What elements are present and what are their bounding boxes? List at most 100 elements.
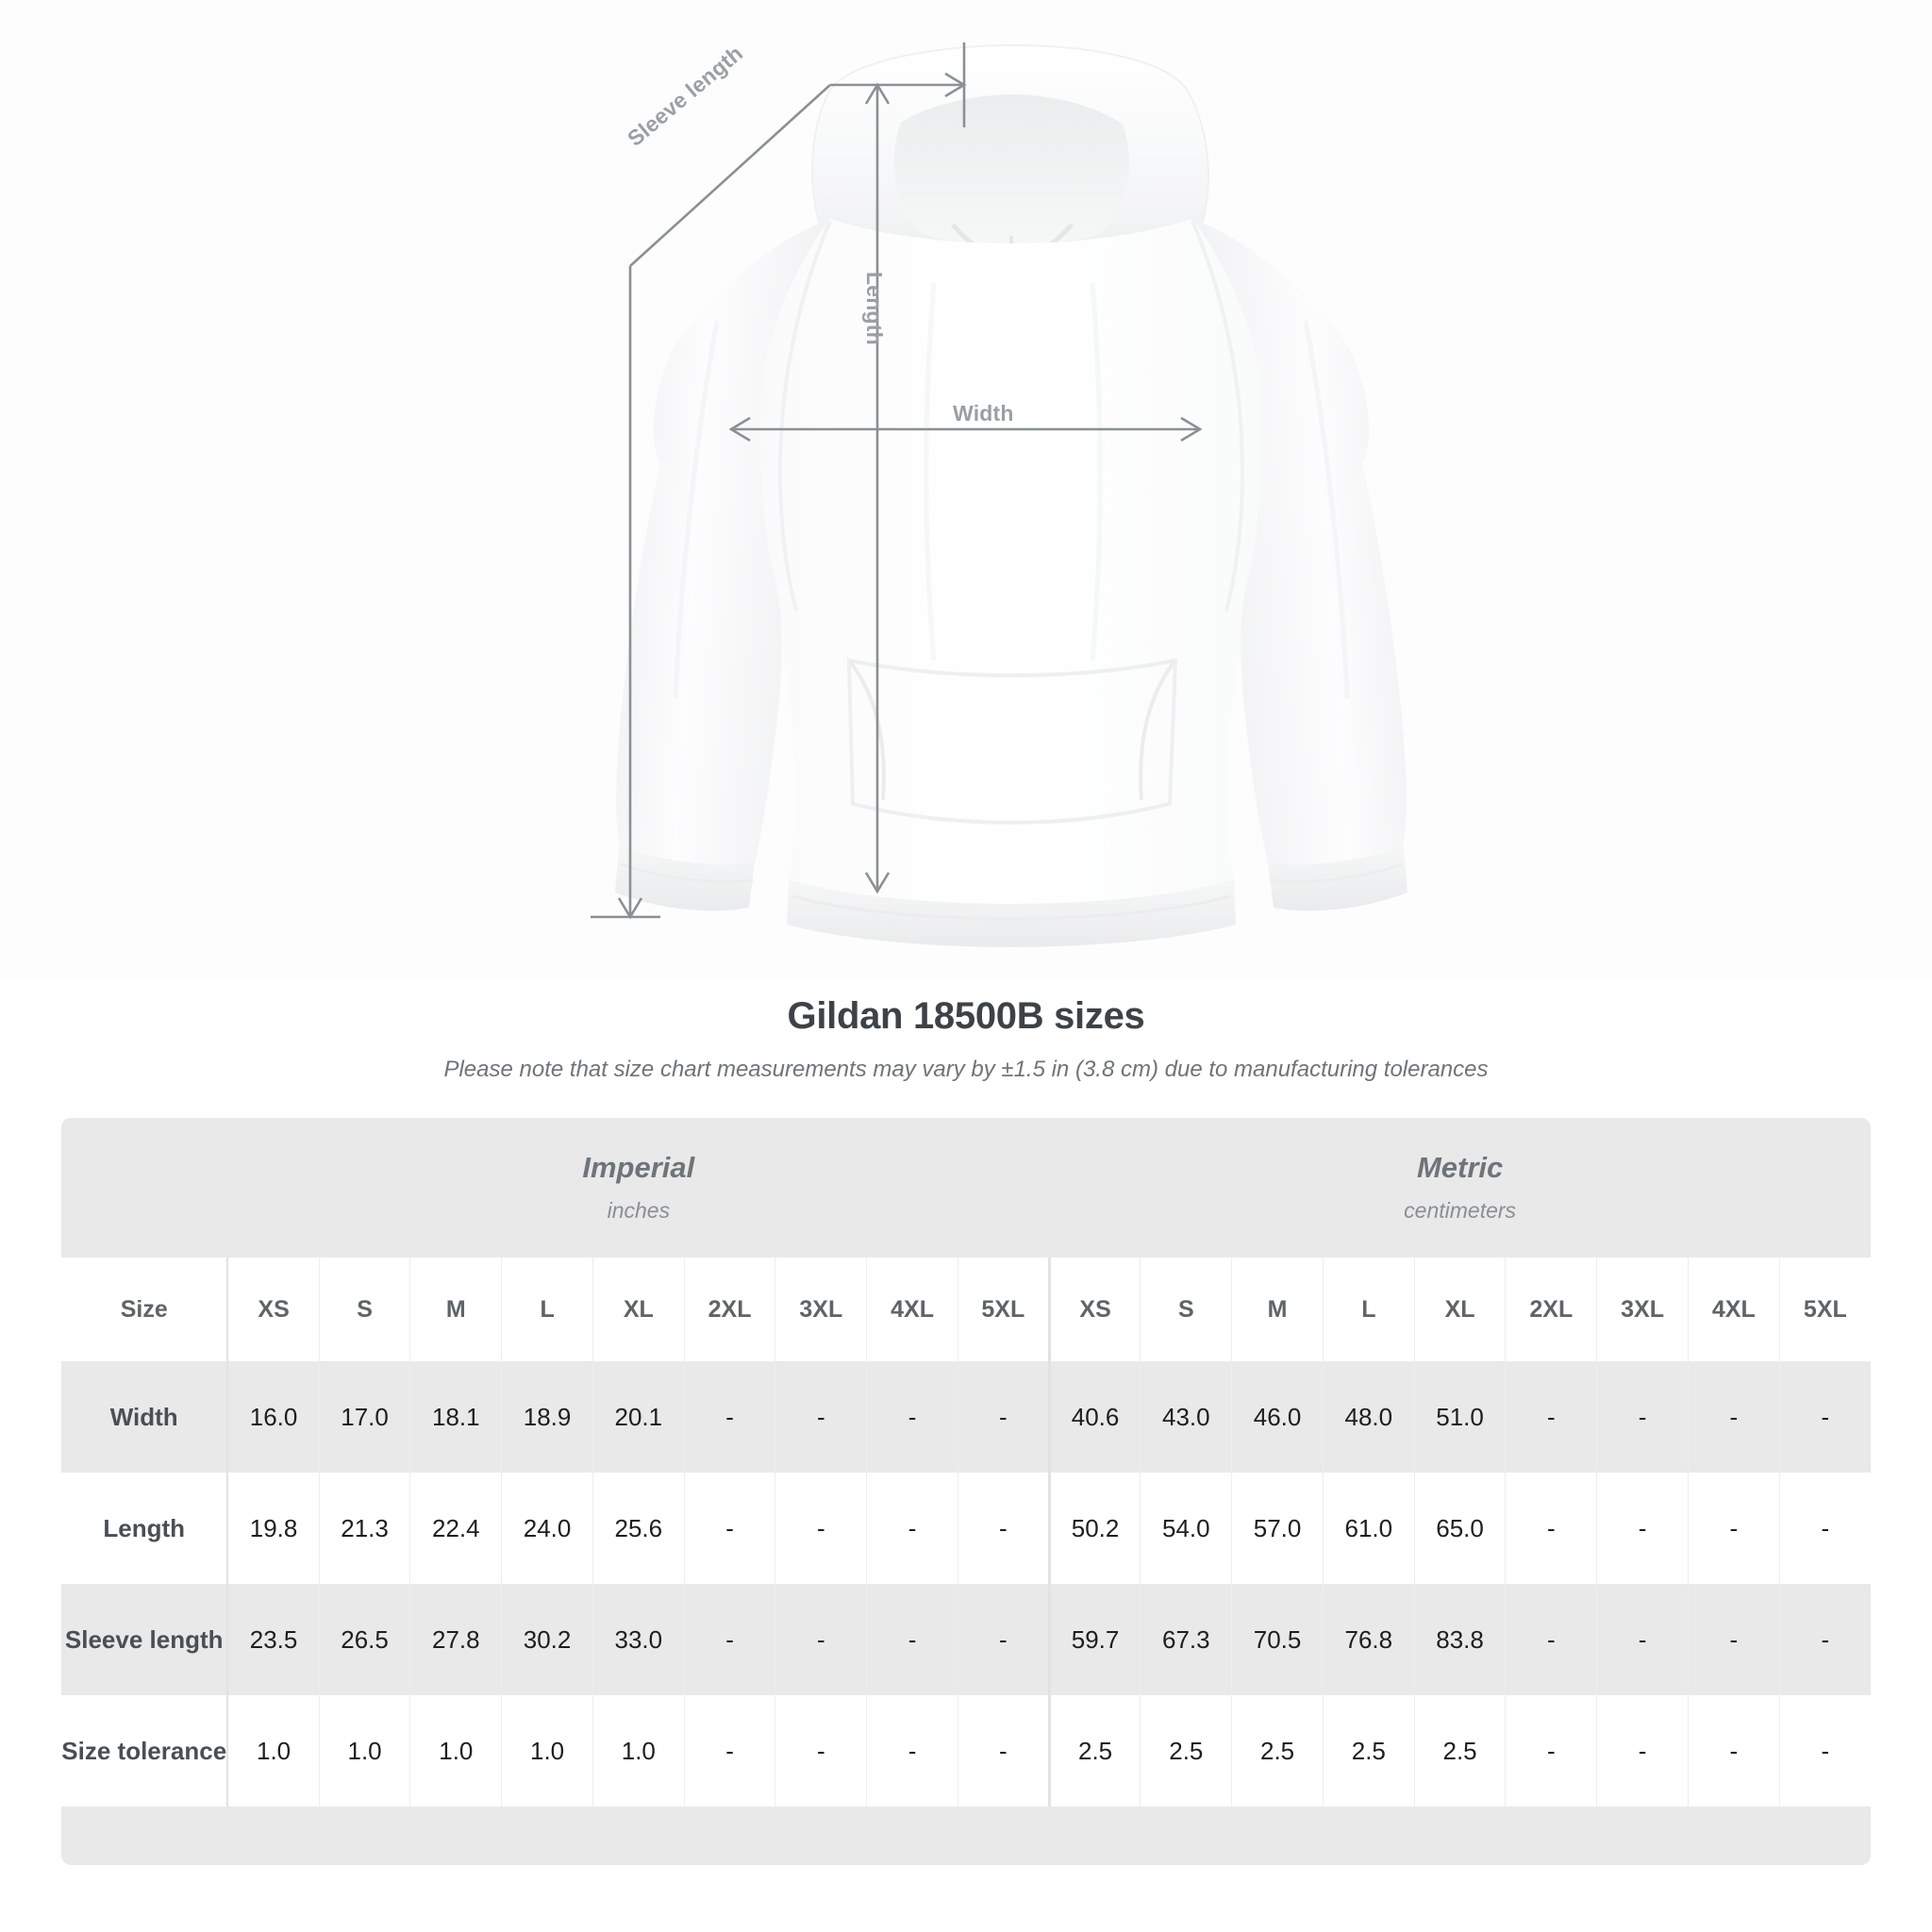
cell-sleeve-length-metric-4xl: - bbox=[1688, 1584, 1780, 1695]
cell-width-imperial-5xl: - bbox=[958, 1361, 1051, 1473]
cell-width-imperial-xl: 20.1 bbox=[592, 1361, 685, 1473]
row-label-sleeve-length: Sleeve length bbox=[61, 1584, 229, 1695]
cell-length-imperial-5xl: - bbox=[958, 1473, 1051, 1584]
size-header-cell-imperial-s: S bbox=[319, 1257, 411, 1361]
unit-header-metric: Metric centimeters bbox=[1049, 1118, 1871, 1257]
cell-sleeve-length-metric-m: 70.5 bbox=[1231, 1584, 1324, 1695]
cell-width-metric-l: 48.0 bbox=[1323, 1361, 1415, 1473]
cell-width-metric-4xl: - bbox=[1688, 1361, 1780, 1473]
cell-length-imperial-m: 22.4 bbox=[409, 1473, 503, 1584]
cell-width-metric-xs: 40.6 bbox=[1049, 1361, 1141, 1473]
page-subtitle: Please note that size chart measurements… bbox=[443, 1057, 1489, 1082]
cell-width-metric-m: 46.0 bbox=[1231, 1361, 1324, 1473]
garment-diagram: Sleeve length Length Width bbox=[591, 41, 1407, 947]
cell-sleeve-length-metric-xl: 83.8 bbox=[1414, 1584, 1507, 1695]
table-footer-cell bbox=[61, 1807, 1871, 1865]
table-footer-band bbox=[61, 1807, 1871, 1865]
size-header-cell-metric-l: L bbox=[1323, 1257, 1415, 1361]
cell-length-imperial-xs: 19.8 bbox=[227, 1473, 320, 1584]
cell-length-metric-5xl: - bbox=[1779, 1473, 1871, 1584]
size-chart-table: Imperial inches Metric centimeters Size XS S M L… bbox=[61, 1118, 1871, 1865]
cell-sleeve-length-imperial-s: 26.5 bbox=[319, 1584, 411, 1695]
cell-size-tolerance-metric-xs: 2.5 bbox=[1049, 1695, 1141, 1807]
cell-sleeve-length-metric-3xl: - bbox=[1596, 1584, 1689, 1695]
cell-length-metric-xs: 50.2 bbox=[1049, 1473, 1141, 1584]
cell-length-imperial-4xl: - bbox=[866, 1473, 958, 1584]
cell-length-metric-l: 61.0 bbox=[1323, 1473, 1415, 1584]
cell-width-metric-3xl: - bbox=[1596, 1361, 1689, 1473]
size-header-cell-imperial-xs: XS bbox=[227, 1257, 320, 1361]
size-header-cell-imperial-xl: XL bbox=[592, 1257, 685, 1361]
unit-header-imperial: Imperial inches bbox=[227, 1118, 1050, 1257]
title-block: Gildan 18500B sizes Please note that siz… bbox=[0, 995, 1932, 1083]
cell-sleeve-length-metric-l: 76.8 bbox=[1323, 1584, 1415, 1695]
size-header-row: Size XS S M L XL 2XL 3XL 4XL 5XL XS S M L XL 2XL 3XL 4XL 5… bbox=[61, 1257, 1871, 1361]
table-row: Sleeve length 23.5 26.5 27.8 30.2 33.0- - - -59.… bbox=[61, 1584, 1871, 1695]
cell-length-metric-4xl: - bbox=[1688, 1473, 1780, 1584]
table-row: Width 16.0 17.0 18.1 18.9 20.1- - - -40.6 43.0 46.… bbox=[61, 1361, 1871, 1473]
cell-length-metric-xl: 65.0 bbox=[1414, 1473, 1507, 1584]
cell-width-metric-s: 43.0 bbox=[1140, 1361, 1233, 1473]
length-label: Length bbox=[862, 272, 887, 345]
cell-size-tolerance-metric-5xl: - bbox=[1779, 1695, 1871, 1807]
cell-size-tolerance-imperial-l: 1.0 bbox=[501, 1695, 593, 1807]
cell-size-tolerance-metric-m: 2.5 bbox=[1231, 1695, 1324, 1807]
cell-width-imperial-m: 18.1 bbox=[409, 1361, 503, 1473]
size-header-cell-imperial-3xl: 3XL bbox=[774, 1257, 868, 1361]
cell-size-tolerance-imperial-xs: 1.0 bbox=[227, 1695, 320, 1807]
unit-header-spacer bbox=[61, 1118, 228, 1257]
cell-size-tolerance-metric-3xl: - bbox=[1596, 1695, 1689, 1807]
size-header-cell-metric-xl: XL bbox=[1414, 1257, 1507, 1361]
cell-width-imperial-l: 18.9 bbox=[501, 1361, 593, 1473]
cell-width-imperial-s: 17.0 bbox=[319, 1361, 411, 1473]
row-label-width: Width bbox=[61, 1361, 229, 1473]
unit-header-row: Imperial inches Metric centimeters bbox=[61, 1118, 1871, 1257]
cell-length-imperial-3xl: - bbox=[774, 1473, 868, 1584]
cell-sleeve-length-imperial-l: 30.2 bbox=[501, 1584, 593, 1695]
size-header-cell-metric-2xl: 2XL bbox=[1505, 1257, 1598, 1361]
cell-size-tolerance-metric-l: 2.5 bbox=[1323, 1695, 1415, 1807]
size-header-cell-metric-3xl: 3XL bbox=[1596, 1257, 1689, 1361]
cell-length-metric-m: 57.0 bbox=[1231, 1473, 1324, 1584]
cell-size-tolerance-imperial-2xl: - bbox=[684, 1695, 776, 1807]
row-label-size-tolerance: Size tolerance bbox=[61, 1695, 229, 1807]
size-header-label: Size bbox=[61, 1257, 229, 1361]
cell-length-imperial-s: 21.3 bbox=[319, 1473, 411, 1584]
cell-length-metric-2xl: - bbox=[1505, 1473, 1598, 1584]
width-label: Width bbox=[953, 401, 1014, 425]
size-header-cell-imperial-m: M bbox=[409, 1257, 503, 1361]
cell-sleeve-length-metric-2xl: - bbox=[1505, 1584, 1598, 1695]
size-header-cell-imperial-2xl: 2XL bbox=[684, 1257, 776, 1361]
size-header-cell-metric-m: M bbox=[1231, 1257, 1324, 1361]
cell-sleeve-length-imperial-xl: 33.0 bbox=[592, 1584, 685, 1695]
cell-sleeve-length-imperial-2xl: - bbox=[684, 1584, 776, 1695]
cell-size-tolerance-imperial-3xl: - bbox=[774, 1695, 868, 1807]
cell-length-imperial-xl: 25.6 bbox=[592, 1473, 685, 1584]
cell-width-metric-5xl: - bbox=[1779, 1361, 1871, 1473]
size-header-cell-metric-xs: XS bbox=[1049, 1257, 1141, 1361]
cell-size-tolerance-imperial-s: 1.0 bbox=[319, 1695, 411, 1807]
cell-width-metric-2xl: - bbox=[1505, 1361, 1598, 1473]
page-title: Gildan 18500B sizes bbox=[787, 995, 1145, 1037]
cell-length-imperial-l: 24.0 bbox=[501, 1473, 593, 1584]
size-header-cell-metric-5xl: 5XL bbox=[1779, 1257, 1871, 1361]
size-header-cell-imperial-4xl: 4XL bbox=[866, 1257, 958, 1361]
hoodie-illustration bbox=[591, 42, 1407, 947]
cell-size-tolerance-imperial-4xl: - bbox=[866, 1695, 958, 1807]
size-header-cell-imperial-l: L bbox=[501, 1257, 593, 1361]
cell-sleeve-length-metric-xs: 59.7 bbox=[1049, 1584, 1141, 1695]
cell-width-imperial-2xl: - bbox=[684, 1361, 776, 1473]
cell-width-imperial-3xl: - bbox=[774, 1361, 868, 1473]
row-label-length: Length bbox=[61, 1473, 229, 1584]
table-row: Length 19.8 21.3 22.4 24.0 25.6- - - -50.2 54.0 57… bbox=[61, 1473, 1871, 1584]
cell-width-imperial-4xl: - bbox=[866, 1361, 958, 1473]
cell-length-imperial-2xl: - bbox=[684, 1473, 776, 1584]
size-header-cell-imperial-5xl: 5XL bbox=[958, 1257, 1051, 1361]
cell-sleeve-length-metric-s: 67.3 bbox=[1140, 1584, 1233, 1695]
cell-size-tolerance-imperial-5xl: - bbox=[958, 1695, 1051, 1807]
cell-length-metric-3xl: - bbox=[1596, 1473, 1689, 1584]
cell-sleeve-length-imperial-5xl: - bbox=[958, 1584, 1051, 1695]
cell-size-tolerance-imperial-xl: 1.0 bbox=[592, 1695, 685, 1807]
cell-size-tolerance-imperial-m: 1.0 bbox=[409, 1695, 503, 1807]
cell-size-tolerance-metric-2xl: - bbox=[1505, 1695, 1598, 1807]
